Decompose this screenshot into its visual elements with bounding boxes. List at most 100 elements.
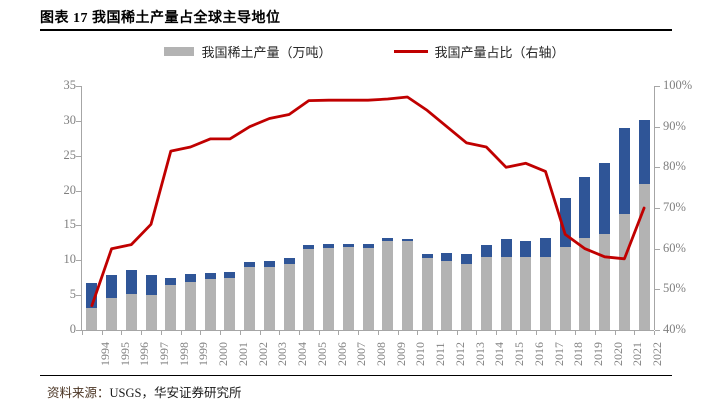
china-production-bar bbox=[263, 266, 275, 330]
x-axis-tick bbox=[456, 331, 458, 335]
x-axis-tick bbox=[535, 331, 537, 335]
x-axis-tick bbox=[259, 331, 261, 335]
x-axis-tick bbox=[160, 331, 162, 335]
x-axis-year-label: 1995 bbox=[117, 342, 132, 366]
left-axis-tick bbox=[76, 330, 81, 331]
x-axis-tick bbox=[654, 331, 655, 335]
global-remainder-bar bbox=[323, 244, 335, 249]
x-axis-tick bbox=[279, 331, 281, 335]
global-remainder-bar bbox=[638, 120, 650, 185]
left-axis-tick-label: 30 bbox=[63, 112, 77, 127]
right-axis-tick-label: 60% bbox=[663, 240, 686, 255]
x-axis-year-label: 2002 bbox=[255, 342, 270, 366]
global-remainder-bar bbox=[244, 261, 256, 268]
x-axis-year-label: 2019 bbox=[590, 342, 605, 366]
global-remainder-bar bbox=[165, 278, 177, 286]
right-axis-tick-label: 80% bbox=[663, 159, 686, 174]
x-axis-year-label: 2011 bbox=[433, 342, 448, 366]
right-axis-line bbox=[654, 86, 655, 330]
x-axis-tick bbox=[338, 331, 340, 335]
china-production-bar bbox=[323, 248, 335, 330]
legend-bar-label: 我国稀土产量（万吨） bbox=[201, 45, 332, 60]
global-remainder-bar bbox=[303, 244, 315, 250]
china-production-bar bbox=[480, 256, 492, 330]
global-remainder-bar bbox=[520, 240, 532, 257]
x-axis-tick bbox=[476, 331, 478, 335]
left-axis-tick bbox=[76, 260, 81, 262]
china-production-bar bbox=[540, 256, 552, 330]
right-axis-tick bbox=[655, 86, 660, 87]
x-axis-tick bbox=[575, 331, 577, 335]
right-axis-tick-label: 40% bbox=[663, 322, 686, 336]
x-axis-year-label: 2022 bbox=[650, 342, 665, 366]
left-axis-tick-label: 0 bbox=[69, 322, 76, 336]
x-axis-year-label: 1994 bbox=[97, 342, 112, 366]
x-axis-year-label: 2014 bbox=[492, 342, 507, 366]
left-axis-tick-label: 10 bbox=[63, 252, 77, 267]
global-remainder-bar bbox=[382, 237, 394, 241]
source-label: 资料来源： bbox=[47, 386, 110, 400]
global-remainder-bar bbox=[461, 254, 473, 265]
china-production-bar bbox=[106, 297, 118, 330]
global-remainder-bar bbox=[106, 274, 118, 298]
global-remainder-bar bbox=[86, 283, 98, 309]
global-remainder-bar bbox=[480, 244, 492, 257]
global-remainder-bar bbox=[579, 177, 591, 238]
x-axis-year-label: 2013 bbox=[472, 342, 487, 366]
left-axis-tick bbox=[76, 225, 81, 227]
china-production-bar bbox=[441, 260, 453, 330]
x-axis-year-label: 1998 bbox=[176, 342, 191, 366]
x-axis-tick bbox=[515, 331, 517, 335]
x-axis-year-label: 2021 bbox=[630, 342, 645, 366]
x-axis-tick bbox=[437, 331, 439, 335]
right-axis-tick bbox=[655, 289, 660, 291]
china-production-bar bbox=[244, 267, 256, 330]
global-remainder-bar bbox=[204, 272, 216, 280]
x-axis-tick bbox=[180, 331, 182, 335]
x-axis-tick bbox=[141, 331, 143, 335]
china-production-bar bbox=[500, 256, 512, 330]
x-axis-year-label: 2004 bbox=[295, 342, 310, 366]
x-axis-tick bbox=[239, 331, 241, 335]
x-axis-tick bbox=[121, 331, 123, 335]
global-remainder-bar bbox=[145, 274, 157, 296]
legend-item-production-bars: 我国稀土产量（万吨） bbox=[164, 42, 332, 61]
china-production-bar bbox=[520, 256, 532, 330]
left-axis-tick-label: 25 bbox=[63, 147, 77, 162]
china-production-bar bbox=[165, 285, 177, 330]
x-axis-tick bbox=[82, 331, 83, 335]
x-axis-year-label: 2006 bbox=[334, 342, 349, 366]
china-production-bar bbox=[303, 249, 315, 330]
x-axis-year-label: 2012 bbox=[452, 342, 467, 366]
source-note: 资料来源：USGS，华安证券研究所 bbox=[47, 382, 241, 401]
china-production-bar bbox=[421, 258, 433, 330]
left-axis-tick bbox=[76, 120, 81, 122]
global-remainder-bar bbox=[362, 243, 374, 248]
left-axis-tick-label: 20 bbox=[63, 182, 77, 197]
china-production-bar bbox=[86, 308, 98, 330]
left-axis-line bbox=[81, 86, 82, 330]
chart-plot-area: 0 5 10 15 20 25 30 35 40% 50% 60% 70% 80% 90% 100% 1994… bbox=[0, 78, 711, 376]
global-remainder-bar bbox=[559, 197, 571, 248]
chart-legend: 我国稀土产量（万吨） 我国产量占比（右轴） bbox=[0, 42, 711, 61]
x-axis-year-label: 2003 bbox=[275, 342, 290, 366]
x-axis-tick bbox=[555, 331, 557, 335]
china-production-bar bbox=[184, 281, 196, 330]
x-axis-tick bbox=[358, 331, 360, 335]
x-axis-year-label: 2008 bbox=[374, 342, 388, 366]
china-production-bar bbox=[382, 240, 394, 330]
legend-item-share-line: 我国产量占比（右轴） bbox=[393, 42, 565, 61]
x-axis-tick bbox=[318, 331, 320, 335]
x-axis-year-label: 2007 bbox=[354, 342, 369, 366]
bar-legend-swatch bbox=[164, 47, 195, 56]
right-axis-tick-label: 70% bbox=[663, 200, 686, 214]
china-production-bar bbox=[283, 263, 295, 330]
global-remainder-bar bbox=[618, 127, 630, 214]
x-axis-year-label: 2001 bbox=[235, 342, 250, 366]
x-axis-year-label: 2016 bbox=[531, 342, 546, 366]
global-remainder-bar bbox=[125, 270, 137, 294]
global-remainder-bar bbox=[342, 243, 354, 248]
x-axis-tick bbox=[614, 331, 616, 335]
x-axis-year-label: 2015 bbox=[512, 342, 527, 366]
